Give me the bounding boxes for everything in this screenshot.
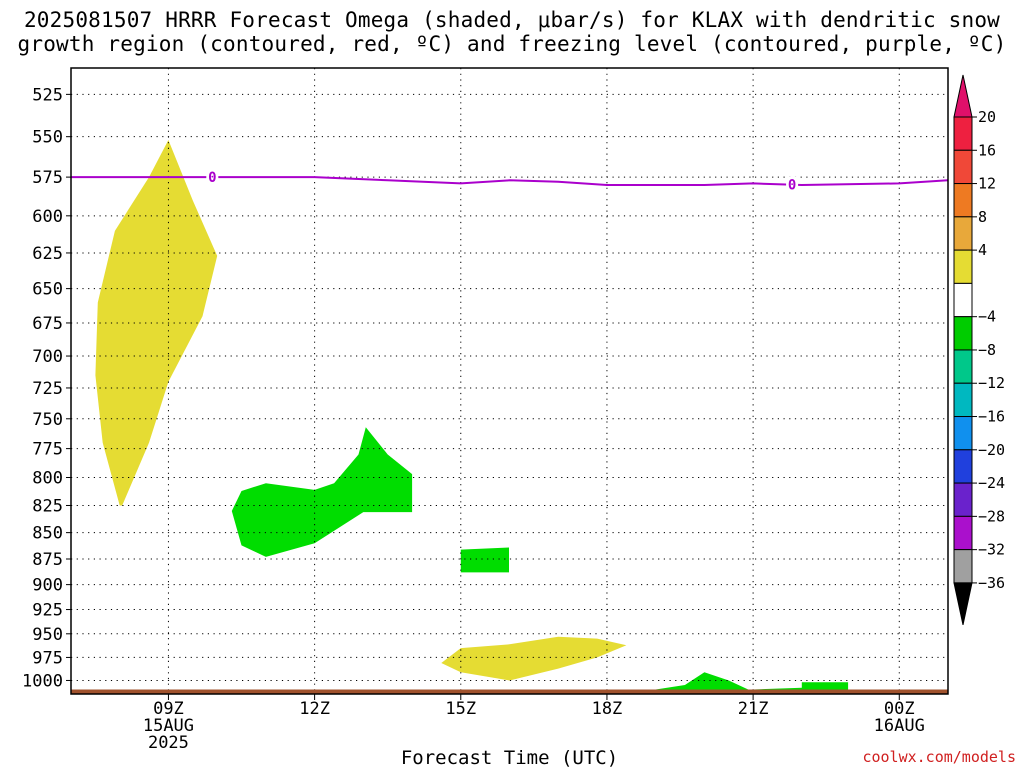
x-tick-label: 2025 [148,733,189,753]
y-tick-label-550: 550 [32,128,63,148]
y-tick-label-625: 625 [32,244,63,264]
colorbar-swatch [953,382,973,418]
shaded-region-descent-low-3 [801,682,849,690]
ground-layer [71,689,948,694]
y-tick-label-775: 775 [32,440,63,460]
colorbar-swatch [953,316,973,351]
y-tick-label-575: 575 [32,168,63,188]
colorbar-top-arrow [953,74,973,118]
colorbar-swatch [953,416,973,451]
y-tick-label-650: 650 [32,280,63,300]
colorbar-swatch [953,449,973,484]
x-tick-label: 21Z [738,699,769,719]
x-tick-label: 15Z [445,699,476,719]
y-tick-label-875: 875 [32,550,63,570]
y-tick-label-975: 975 [32,648,63,668]
freezing-level-label-bg [786,176,799,192]
colorbar-label: −20 [978,441,1005,459]
colorbar-label: 12 [978,175,996,193]
plot-frame [70,67,949,695]
y-tick-label-900: 900 [32,576,63,596]
colorbar-label: −4 [978,308,996,326]
shaded-region-descent-left [231,427,413,557]
colorbar-label: −32 [978,541,1005,559]
x-tick-label: 16AUG [874,716,925,736]
colorbar-label: 16 [978,141,996,159]
colorbar-label: −8 [978,341,996,359]
colorbar-swatch [953,116,973,151]
colorbar-swatch [953,482,973,517]
y-tick-label-800: 800 [32,468,63,488]
freezing-level-label: 0 [788,178,796,194]
colorbar-label: −28 [978,507,1005,525]
colorbar: 20 16 12 8 4 −4 −8 −12 −16 −20 −24 −28 −32 −36 [953,74,1005,626]
freezing-level-label-bg [206,169,219,185]
colorbar-label: −12 [978,374,1005,392]
freezing-level-label: 0 [208,170,216,186]
axes-layer: 525 550 575 600 625 650 675 700 725 750 775 800 825 8… [22,67,949,753]
x-tick-label: 18Z [592,699,623,719]
y-tick-label-1000: 1000 [22,671,63,691]
y-tick-label-950: 950 [32,625,63,645]
colorbar-label: −16 [978,408,1005,426]
grid-layer [71,68,948,694]
y-tick-label-750: 750 [32,410,63,430]
title-line-1: 2025081507 HRRR Forecast Omega (shaded, … [23,8,1001,32]
chart-title: 2025081507 HRRR Forecast Omega (shaded, … [0,8,1024,56]
colorbar-swatch [953,149,973,185]
shaded-region-ascent-upper [95,140,218,506]
colorbar-swatch [953,183,973,218]
x-tick-label: 12Z [299,699,330,719]
colorbar-swatch [953,349,973,384]
ground-strip [71,689,948,694]
credit-text: coolwx.com/models [862,748,1016,766]
x-tick-label: 15AUG [143,716,194,736]
colorbar-swatch [953,249,973,284]
y-tick-label-925: 925 [32,601,63,621]
title-line-2: growth region (contoured, red, ºC) and f… [17,32,1007,56]
colorbar-swatch [953,282,973,318]
shaded-region-ascent-low [441,636,627,681]
y-tick-label-525: 525 [32,85,63,105]
colorbar-label: 20 [978,108,996,126]
y-tick-label-600: 600 [32,207,63,227]
colorbar-label: −24 [978,474,1005,492]
colorbar-bottom-arrow [953,582,973,626]
x-tick-label: 09Z [153,699,184,719]
x-axis-title: Forecast Time (UTC) [401,747,618,768]
colorbar-label: 8 [978,208,987,226]
x-tick-label: 00Z [884,699,915,719]
y-tick-label-675: 675 [32,314,63,334]
y-tick-label-850: 850 [32,524,63,544]
freezing-level-line [71,176,949,187]
shaded-region-descent-low-1 [655,672,749,690]
colorbar-swatch [953,216,973,251]
colorbar-swatch [953,515,973,551]
colorbar-swatch [953,549,973,584]
y-tick-label-700: 700 [32,347,63,367]
colorbar-label: −36 [978,574,1005,592]
y-tick-label-825: 825 [32,496,63,516]
shaded-region-descent-mid [460,547,509,573]
colorbar-label: 4 [978,241,987,259]
y-tick-label-725: 725 [32,379,63,399]
omega-shading-layer [95,140,849,690]
